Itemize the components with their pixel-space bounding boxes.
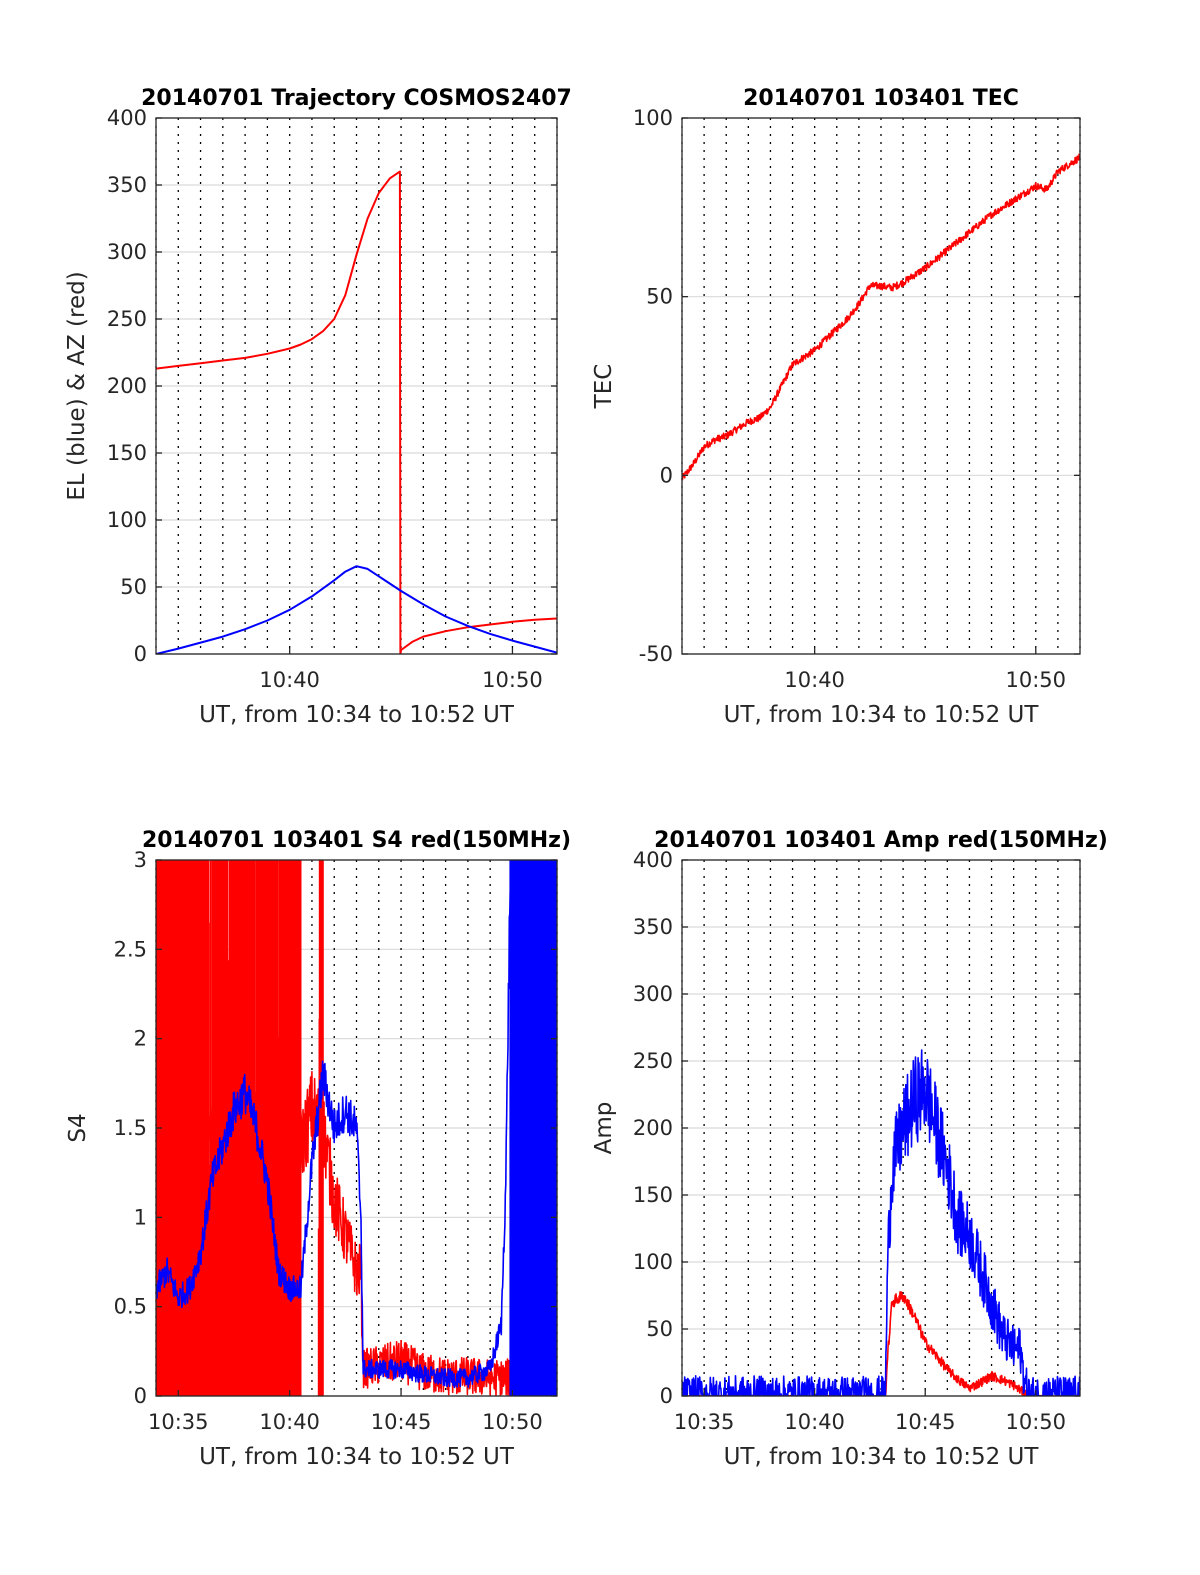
y-axis-label: EL (blue) & AZ (red) xyxy=(64,271,90,500)
x-tick-label: 10:45 xyxy=(895,1410,956,1434)
y-tick-label: 50 xyxy=(120,575,147,599)
y-axis-label: Amp xyxy=(591,1102,617,1155)
y-tick-label: 50 xyxy=(646,1317,673,1341)
x-tick-label: 10:50 xyxy=(1006,668,1067,692)
x-axis-label: UT, from 10:34 to 10:52 UT xyxy=(724,702,1040,728)
chart-s4: 0 0.5 1 1.5 2 2.5 3 10:35 10:40 10:45 10:50 2014070… xyxy=(65,828,571,1470)
y-tick-label: 400 xyxy=(633,848,673,872)
series-line-2 xyxy=(682,1049,1080,1396)
x-tick-label: 10:50 xyxy=(482,668,543,692)
x-tick-label: 10:40 xyxy=(259,668,320,692)
x-tick-label: 10:35 xyxy=(674,1410,735,1434)
y-tick-label: 50 xyxy=(646,285,673,309)
y-tick-label: 250 xyxy=(107,307,147,331)
y-tick-label: 0.5 xyxy=(114,1295,147,1319)
x-axis-label: UT, from 10:34 to 10:52 UT xyxy=(199,1444,515,1470)
y-tick-label: 150 xyxy=(633,1183,673,1207)
x-tick-label: 10:35 xyxy=(148,1410,209,1434)
y-tick-label: 100 xyxy=(633,1250,673,1274)
y-tick-label: 100 xyxy=(107,508,147,532)
y-tick-label: 0 xyxy=(134,1384,147,1408)
series-line-1 xyxy=(682,1291,1080,1396)
y-tick-label: 150 xyxy=(107,441,147,465)
y-tick-label: 3 xyxy=(134,848,147,872)
y-tick-label: 1 xyxy=(134,1205,147,1229)
y-tick-label: 2 xyxy=(134,1027,147,1051)
chart-title: 20140701 103401 TEC xyxy=(743,86,1019,111)
x-tick-label: 10:50 xyxy=(482,1410,543,1434)
y-tick-label: 2.5 xyxy=(114,937,147,961)
chart-tec: -50 0 50 100 10:40 10:50 20140701 103401 TEC UT… xyxy=(591,86,1081,728)
x-tick-label: 10:45 xyxy=(371,1410,432,1434)
y-tick-label: 300 xyxy=(107,240,147,264)
y-axis-label: TEC xyxy=(591,364,617,410)
y-tick-label: 100 xyxy=(633,106,673,130)
y-tick-label: 350 xyxy=(107,173,147,197)
chart-amp: 0 50 100 150 200 250 300 350 400 10:35 10:40 10:45 1… xyxy=(591,828,1108,1470)
y-tick-label: 200 xyxy=(633,1116,673,1140)
chart-title: 20140701 Trajectory COSMOS2407 xyxy=(141,86,572,111)
series-line-2 xyxy=(156,860,557,1389)
y-tick-label: 0 xyxy=(134,642,147,666)
x-tick-label: 10:40 xyxy=(259,1410,320,1434)
y-tick-label: 200 xyxy=(107,374,147,398)
y-tick-label: 1.5 xyxy=(114,1116,147,1140)
y-tick-label: 0 xyxy=(660,1384,673,1408)
y-tick-label: 350 xyxy=(633,915,673,939)
series-line-1 xyxy=(156,170,557,654)
plot-area xyxy=(156,170,557,654)
chart-title: 20140701 103401 Amp red(150MHz) xyxy=(654,828,1108,853)
chart-trajectory: 0 50 100 150 200 250 300 350 400 10:40 10:50 201407… xyxy=(64,86,572,728)
y-tick-label: 250 xyxy=(633,1049,673,1073)
blue-burst-mark xyxy=(509,860,557,1396)
plot-area xyxy=(156,860,557,1396)
series-line-2 xyxy=(156,565,557,654)
y-axis-label: S4 xyxy=(65,1113,91,1142)
y-tick-label: 300 xyxy=(633,982,673,1006)
axes-box xyxy=(681,117,1081,655)
x-tick-label: 10:50 xyxy=(1006,1410,1067,1434)
x-tick-label: 10:40 xyxy=(784,1410,845,1434)
plot-area xyxy=(682,1049,1080,1396)
x-axis-label: UT, from 10:34 to 10:52 UT xyxy=(199,702,515,728)
y-tick-label: 0 xyxy=(660,463,673,487)
y-tick-label: 400 xyxy=(107,106,147,130)
series-line-1 xyxy=(682,153,1080,481)
x-tick-label: 10:40 xyxy=(784,668,845,692)
plot-area xyxy=(682,153,1080,481)
y-tick-label: -50 xyxy=(639,642,673,666)
chart-title: 20140701 103401 S4 red(150MHz) xyxy=(142,828,571,853)
x-axis-label: UT, from 10:34 to 10:52 UT xyxy=(724,1444,1040,1470)
